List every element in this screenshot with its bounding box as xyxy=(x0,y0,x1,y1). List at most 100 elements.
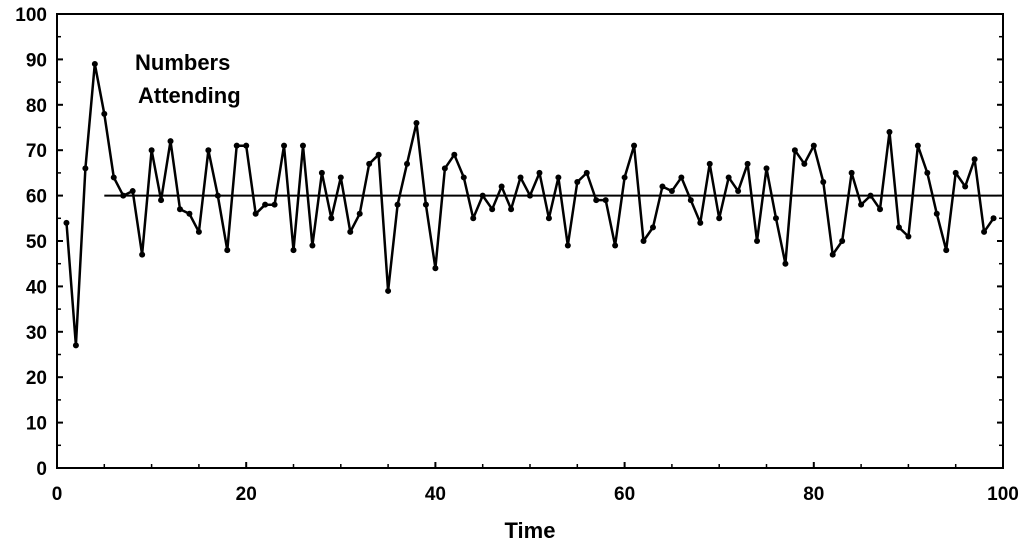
data-point xyxy=(981,228,988,235)
annotation-line-2: Attending xyxy=(138,83,241,108)
data-point xyxy=(791,147,798,154)
data-point xyxy=(328,215,335,222)
data-point xyxy=(895,224,902,231)
data-point xyxy=(508,206,515,213)
data-point xyxy=(309,242,316,249)
data-point xyxy=(186,210,193,217)
data-point xyxy=(72,342,79,349)
data-point xyxy=(564,242,571,249)
data-point xyxy=(962,183,969,190)
x-tick-label: 100 xyxy=(987,484,1019,505)
data-point xyxy=(545,215,552,222)
data-point xyxy=(744,160,751,167)
x-tick-label: 20 xyxy=(236,484,257,505)
data-point xyxy=(262,201,269,208)
y-tick-label: 70 xyxy=(26,141,47,162)
annotation-line-1: Numbers xyxy=(135,50,230,75)
data-point xyxy=(649,224,656,231)
data-point xyxy=(574,178,581,185)
data-point xyxy=(337,174,344,181)
x-tick-label: 40 xyxy=(425,484,446,505)
x-tick-label: 60 xyxy=(614,484,635,505)
data-point xyxy=(801,160,808,167)
data-point xyxy=(290,247,297,254)
data-point xyxy=(555,174,562,181)
data-point xyxy=(451,151,458,158)
data-point xyxy=(678,174,685,181)
y-tick-label: 40 xyxy=(26,277,47,298)
y-tick-label: 10 xyxy=(26,414,47,435)
data-point xyxy=(763,165,770,172)
data-point xyxy=(489,206,496,213)
data-point xyxy=(356,210,363,217)
data-point xyxy=(621,174,628,181)
data-point xyxy=(867,192,874,199)
data-point xyxy=(243,142,250,149)
data-point xyxy=(195,228,202,235)
y-tick-label: 30 xyxy=(26,323,47,344)
data-point xyxy=(583,169,590,176)
data-point xyxy=(772,215,779,222)
data-point xyxy=(640,238,647,244)
data-point xyxy=(924,169,931,176)
data-point xyxy=(933,210,940,217)
data-point xyxy=(318,169,325,176)
y-tick-label: 60 xyxy=(26,187,47,208)
data-point xyxy=(299,142,306,149)
x-tick-label: 80 xyxy=(803,484,824,505)
data-point xyxy=(271,201,278,208)
data-point xyxy=(754,238,761,244)
data-point xyxy=(366,160,373,167)
data-point xyxy=(413,119,420,126)
data-point xyxy=(252,210,259,217)
y-tick-label: 20 xyxy=(26,368,47,389)
data-point xyxy=(517,174,524,181)
data-point xyxy=(214,192,221,199)
data-point xyxy=(971,156,978,163)
data-point xyxy=(167,138,174,145)
data-point xyxy=(659,183,666,190)
data-point xyxy=(148,147,155,154)
data-point xyxy=(829,251,836,258)
data-point xyxy=(706,160,713,167)
x-tick-label: 0 xyxy=(52,484,63,505)
data-point xyxy=(82,165,89,172)
y-tick-label: 0 xyxy=(36,459,47,480)
y-tick-label: 50 xyxy=(26,232,47,253)
data-point xyxy=(233,142,240,149)
data-point xyxy=(886,129,893,136)
data-point xyxy=(498,183,505,190)
data-point xyxy=(848,169,855,176)
data-point xyxy=(385,287,392,294)
data-point xyxy=(820,178,827,185)
data-point xyxy=(527,192,533,199)
data-point xyxy=(432,265,439,272)
data-point xyxy=(905,233,912,240)
data-point xyxy=(612,242,619,249)
data-point xyxy=(943,247,950,254)
data-point xyxy=(139,251,146,258)
data-point xyxy=(697,219,704,226)
data-point xyxy=(347,228,354,235)
data-point xyxy=(593,197,600,204)
data-point xyxy=(422,201,429,208)
x-axis-title: Time xyxy=(505,518,556,543)
data-point xyxy=(877,206,884,213)
data-point xyxy=(668,188,675,195)
data-point xyxy=(63,219,70,226)
data-point xyxy=(281,142,288,149)
data-point xyxy=(375,151,382,158)
data-point xyxy=(91,60,98,67)
data-point xyxy=(536,169,543,176)
data-point xyxy=(735,188,742,195)
data-point xyxy=(110,174,117,181)
data-point xyxy=(914,142,921,149)
data-point xyxy=(952,169,959,176)
data-point xyxy=(120,192,127,199)
data-point xyxy=(460,174,467,181)
y-tick-label: 80 xyxy=(26,96,47,117)
data-point xyxy=(404,160,411,167)
data-point xyxy=(224,247,231,254)
data-point xyxy=(479,192,486,199)
data-point xyxy=(631,142,638,149)
